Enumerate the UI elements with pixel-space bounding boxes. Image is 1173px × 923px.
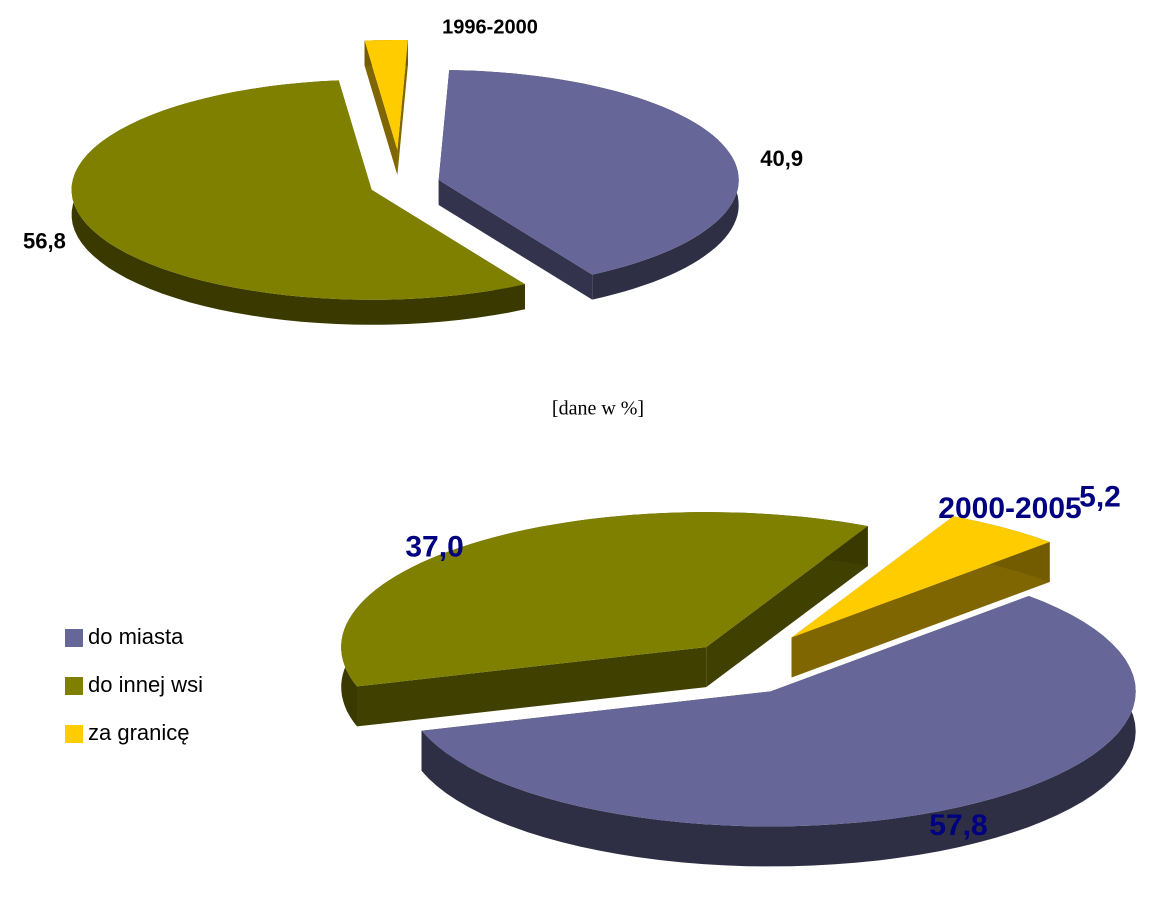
slice-side <box>397 40 408 175</box>
slice <box>791 516 1050 638</box>
data-label: 57,8 <box>929 809 987 842</box>
slice <box>421 596 1136 827</box>
slice <box>71 80 525 300</box>
slice-side <box>438 180 593 300</box>
slice-side <box>706 526 868 688</box>
slice <box>341 512 868 687</box>
slice-side <box>71 80 525 325</box>
data-label: 40,9 <box>760 146 803 171</box>
legend-label: do innej wsi <box>88 672 203 697</box>
legend-swatch <box>65 725 83 743</box>
chart-title: 1996-2000 <box>442 16 538 38</box>
slice <box>438 70 739 275</box>
legend-label: do miasta <box>88 624 184 649</box>
slice-side <box>364 40 398 176</box>
data-label: 56,8 <box>23 228 66 253</box>
data-label: 37,0 <box>405 531 463 564</box>
slice-side <box>791 542 1050 678</box>
legend-swatch <box>65 629 83 647</box>
legend-label: za granicę <box>88 720 190 745</box>
legend-swatch <box>65 677 83 695</box>
slice <box>364 40 408 150</box>
note: [dane w %] <box>552 398 644 420</box>
data-label: 5,2 <box>1079 480 1121 513</box>
slice-side <box>357 647 707 727</box>
